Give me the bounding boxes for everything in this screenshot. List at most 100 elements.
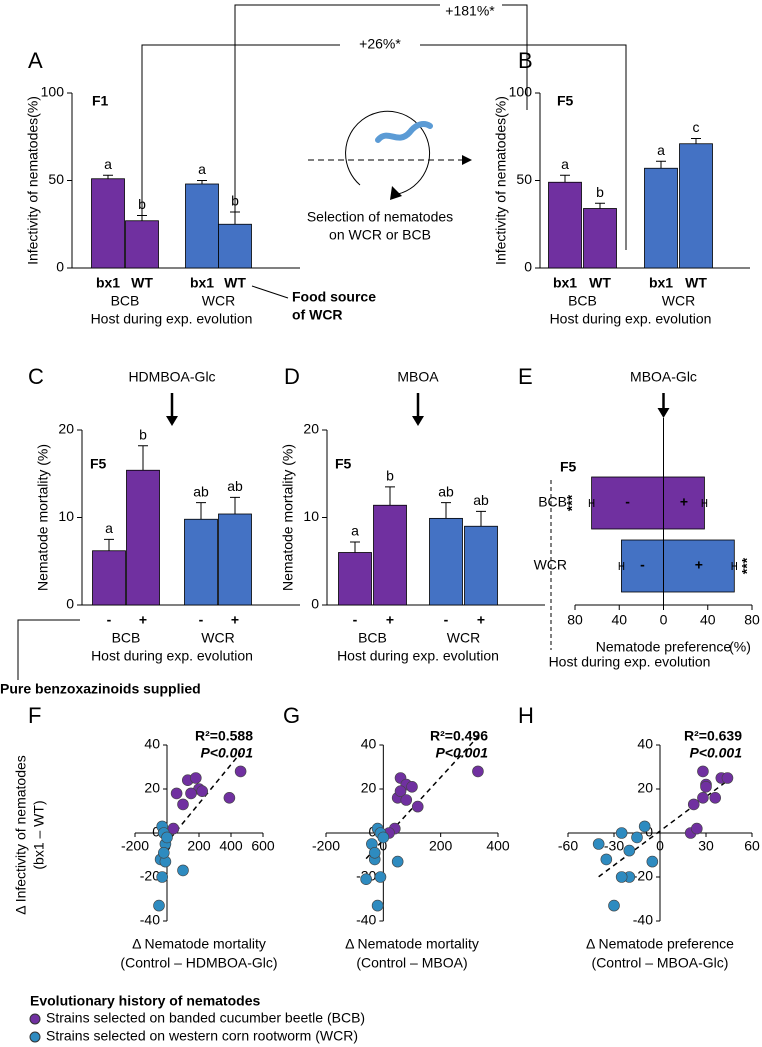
- x-axis-label: (Control – MBOA-Glc): [592, 955, 729, 971]
- x-tick-label: -: [353, 612, 358, 628]
- point: [371, 899, 384, 912]
- group-label: WCR: [201, 630, 234, 646]
- x-tick-label: WT: [589, 275, 611, 291]
- panel-letter: D: [284, 364, 300, 389]
- x-tick-label: 0: [379, 838, 387, 854]
- x-tick-label: 80: [567, 612, 583, 628]
- point: [623, 844, 636, 857]
- trend-line: [158, 752, 242, 853]
- compound-label: HDMBOA-Glc: [128, 369, 215, 385]
- x-tick-label: 40: [700, 612, 716, 628]
- significance-letter: ab: [438, 483, 454, 499]
- y-tick-label: 20: [303, 421, 319, 437]
- error-bar: [385, 486, 395, 506]
- arrow-head: [657, 408, 670, 418]
- group-label: WCR: [202, 293, 235, 309]
- error-bar: [588, 499, 595, 507]
- arrow-head: [390, 186, 402, 200]
- point: [411, 800, 424, 813]
- point: [185, 787, 197, 800]
- bar: [184, 518, 218, 606]
- point: [697, 791, 709, 804]
- significance-letter: c: [693, 119, 700, 135]
- x-tick-label: 400: [486, 838, 510, 854]
- bar: [644, 167, 678, 269]
- point: [687, 798, 700, 811]
- error-bar: [138, 445, 148, 471]
- bar: [663, 476, 705, 530]
- legend-label: Strains selected on western corn rootwor…: [46, 1028, 358, 1044]
- selection-circle: [345, 110, 431, 195]
- bar: [126, 469, 160, 606]
- x-tick-label: 0: [656, 838, 664, 854]
- y-tick-label: 20: [144, 780, 160, 796]
- bar: [373, 504, 407, 606]
- group-label: WCR: [662, 293, 695, 309]
- bar: [621, 539, 664, 593]
- p-label: P<0.001: [689, 745, 742, 761]
- y-tick-label: 10: [303, 508, 319, 524]
- x-tick-label: -60: [558, 838, 578, 854]
- p-label: P<0.001: [200, 745, 253, 761]
- r2-label: R²=0.496: [430, 728, 488, 744]
- error-bar: [196, 502, 206, 520]
- point: [592, 838, 605, 850]
- point: [646, 855, 659, 868]
- x-tick-label: 600: [251, 838, 275, 854]
- y-tick-label: -40: [633, 912, 653, 928]
- point: [697, 765, 709, 778]
- x-tick-label: WT: [685, 275, 707, 291]
- group-label: WCR: [447, 630, 480, 646]
- significance-letter: a: [657, 142, 665, 158]
- bar: [464, 525, 498, 606]
- panel-label: F5: [335, 456, 352, 472]
- point: [709, 791, 722, 804]
- x-tick-label: WT: [224, 275, 246, 291]
- compound-label: MBOA-Glc: [630, 369, 697, 385]
- arrow-head: [412, 416, 424, 426]
- note: of WCR: [292, 307, 343, 323]
- y-axis-label: Δ Infectivity of nematodes: [13, 755, 29, 915]
- bar: [583, 208, 617, 269]
- point: [368, 846, 381, 859]
- panel-letter: H: [518, 703, 534, 728]
- group-label: BCB: [358, 630, 387, 646]
- significance-letter: b: [386, 468, 394, 484]
- point: [608, 899, 620, 912]
- y-tick-label: -20: [140, 868, 160, 884]
- x-tick-label: +: [477, 612, 485, 628]
- legend-label: Strains selected on banded cucumber beet…: [46, 1010, 365, 1026]
- error-bar: [656, 160, 666, 169]
- x-tick-label: 80: [744, 612, 760, 628]
- x-axis-label: Δ Nematode mortality: [345, 936, 479, 952]
- x-tick-label: 200: [429, 838, 453, 854]
- bracket-line: [234, 4, 528, 215]
- y-tick-label: -40: [356, 912, 376, 928]
- error-bar: [230, 211, 240, 225]
- y-axis-label: Infectivity of nematodes(%): [25, 96, 41, 265]
- x-tick-label: 200: [187, 838, 211, 854]
- bar: [548, 181, 582, 269]
- bar: [185, 183, 219, 269]
- y-tick-label: 40: [144, 736, 160, 752]
- y-tick-label: 100: [41, 84, 65, 100]
- significance-letter: b: [139, 426, 147, 442]
- panel-letter: G: [283, 703, 300, 728]
- point: [196, 785, 208, 798]
- point: [177, 864, 189, 877]
- panel-label: F1: [92, 93, 109, 109]
- point: [374, 871, 387, 883]
- y-tick-label: 20: [637, 780, 653, 796]
- x-tick-label: -: [107, 612, 112, 628]
- y-axis-label: Nematode mortality (%): [35, 444, 51, 591]
- bar: [218, 513, 252, 606]
- bar: [218, 223, 252, 269]
- point: [406, 780, 418, 793]
- y-tick-label: -40: [140, 912, 160, 928]
- group-label: BCB: [111, 293, 140, 309]
- x-tick-label: +: [231, 612, 239, 628]
- x-axis-label: Host during exp. evolution: [91, 648, 253, 664]
- point: [377, 831, 390, 844]
- x-tick-label: 30: [698, 838, 714, 854]
- nematode-icon: [375, 121, 433, 143]
